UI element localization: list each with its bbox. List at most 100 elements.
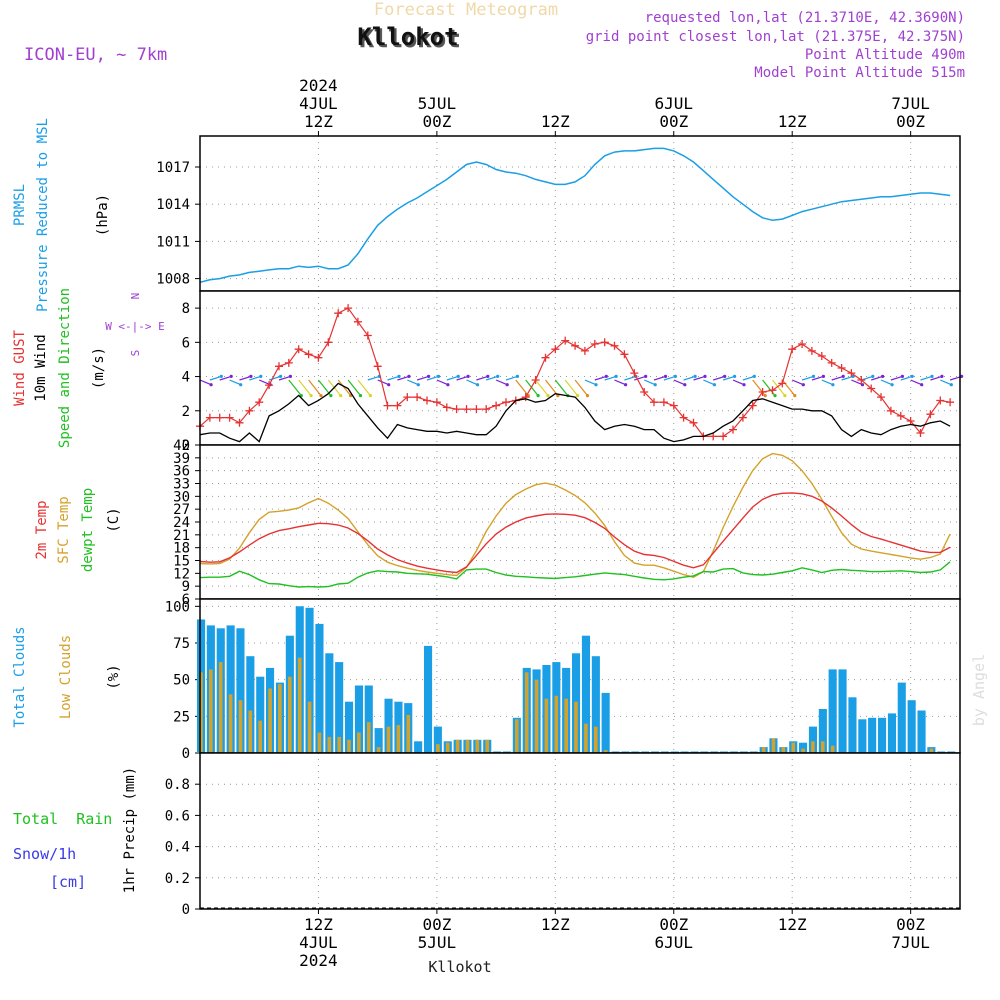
wind-arrow-head	[279, 374, 283, 378]
time-label: 12Z	[541, 112, 570, 131]
chart-title: Forecast Meteogram	[374, 0, 558, 20]
gust-marker	[304, 350, 313, 359]
temp-ytick-label: 18	[173, 541, 190, 557]
wind-direction-arrow	[920, 375, 933, 381]
wind-arrow-head	[407, 374, 411, 378]
wind-direction-arrow	[199, 379, 212, 386]
wind-arrow-head	[329, 394, 333, 398]
location-title-front: Kllokot	[357, 23, 458, 51]
precip-label-unit: 1hr Precip (mm)	[122, 767, 138, 893]
wind-dir-north: N	[129, 293, 142, 300]
gust-marker	[363, 331, 372, 340]
temp-ytick-label: 30	[173, 489, 190, 505]
wind-arrow-head	[594, 383, 598, 387]
gust-marker	[936, 396, 945, 405]
precip-label-rain: Total Rain	[13, 810, 112, 828]
wind-ytick-label: 0	[182, 438, 190, 454]
low-cloud-bar	[386, 726, 391, 753]
wind-arrow-head	[793, 394, 797, 398]
wind-arrow-head	[358, 394, 363, 398]
gust-marker	[916, 429, 925, 437]
wind-direction-arrow	[574, 379, 588, 396]
gust-marker	[462, 405, 471, 414]
wind-direction-arrow	[594, 375, 607, 381]
wind-ytick-label: 2	[182, 404, 190, 420]
time-label: 00Z	[659, 112, 688, 131]
wind-arrow-head	[673, 374, 678, 378]
wind-arrow-head	[920, 383, 924, 387]
total-cloud-bar	[887, 713, 896, 753]
gust-marker	[452, 405, 461, 414]
wind-axis-title: Wind GUST 10m Wind Speed and Direction (…	[12, 288, 165, 448]
precip-ytick-label: 0.2	[165, 871, 190, 887]
gust-marker	[235, 418, 244, 427]
wind-direction-arrow	[722, 375, 735, 381]
low-cloud-bar	[357, 732, 361, 753]
temp-ytick-label: 36	[173, 464, 190, 480]
total-cloud-bar	[601, 692, 610, 753]
temp-ytick-label: 6	[182, 592, 190, 608]
pressure-axis-title: PRMSL Pressure Reduced to MSL (hPa)	[12, 118, 111, 312]
total-cloud-bar	[799, 742, 808, 753]
wind-arrow-head	[723, 374, 727, 378]
wind-ytick-label: 8	[182, 301, 190, 317]
gust-marker	[650, 398, 658, 407]
gust-marker	[729, 425, 737, 434]
low-cloud-bar	[830, 745, 835, 753]
gust-marker	[580, 346, 589, 355]
wind-arrow-head	[940, 374, 944, 378]
time-label: 6JUL	[655, 933, 694, 952]
wind-arrow-head	[644, 374, 648, 378]
wind-direction-arrow	[564, 379, 579, 396]
wind-direction-arrow	[426, 375, 439, 381]
gust-marker	[373, 362, 382, 371]
gust-marker	[709, 432, 718, 441]
wind-arrow-head	[821, 374, 826, 378]
gust-marker	[679, 413, 688, 422]
wind-arrow-head	[783, 394, 787, 398]
temp-ytick-label: 39	[173, 451, 190, 467]
gust-marker	[817, 352, 826, 360]
temp-label-2m: 2m Temp	[34, 500, 50, 559]
wind-arrow-head	[811, 374, 816, 378]
wind-arrow-head	[249, 374, 253, 378]
wind-arrow-head	[209, 383, 213, 387]
precip-plot-area	[200, 753, 960, 909]
low-cloud-bar	[771, 738, 776, 753]
gust-marker	[620, 350, 629, 359]
wind-arrow-head	[229, 374, 233, 378]
wind-arrow-head	[871, 374, 875, 378]
wind-label-gust: Wind GUST	[12, 330, 28, 406]
low-cloud-bar	[811, 741, 815, 753]
gust-marker	[245, 406, 254, 415]
wind-direction-arrow	[821, 379, 834, 386]
wind-plot-area	[200, 291, 960, 445]
low-cloud-bar	[584, 723, 588, 753]
time-label: 4JUL	[299, 94, 338, 113]
gust-marker	[492, 401, 501, 410]
wind-arrow-head	[733, 374, 737, 378]
cloud-ytick-label: 0	[182, 746, 190, 762]
wind-arrow-head	[653, 383, 657, 387]
gust-marker	[571, 341, 580, 350]
low-cloud-bar	[209, 669, 213, 753]
time-label: 5JUL	[418, 933, 457, 952]
total-cloud-bar	[868, 717, 877, 753]
total-cloud-bar	[246, 656, 255, 753]
low-cloud-bar	[465, 739, 470, 753]
total-cloud-bar	[878, 717, 887, 753]
gust-marker	[432, 398, 441, 407]
wind-direction-arrow	[890, 375, 903, 381]
wind-arrow-head	[930, 374, 934, 378]
time-label: 4JUL	[299, 933, 338, 952]
time-label: 12Z	[778, 112, 807, 131]
wind-direction-arrow	[900, 375, 913, 381]
low-cloud-bar	[544, 698, 549, 753]
gust-marker	[255, 398, 264, 407]
precip-label-cm: [cm]	[50, 873, 86, 891]
wind-arrow-head	[831, 383, 835, 387]
pressure-label-unit: (hPa)	[95, 194, 111, 236]
gust-marker	[334, 309, 343, 318]
low-cloud-bar	[347, 739, 351, 753]
